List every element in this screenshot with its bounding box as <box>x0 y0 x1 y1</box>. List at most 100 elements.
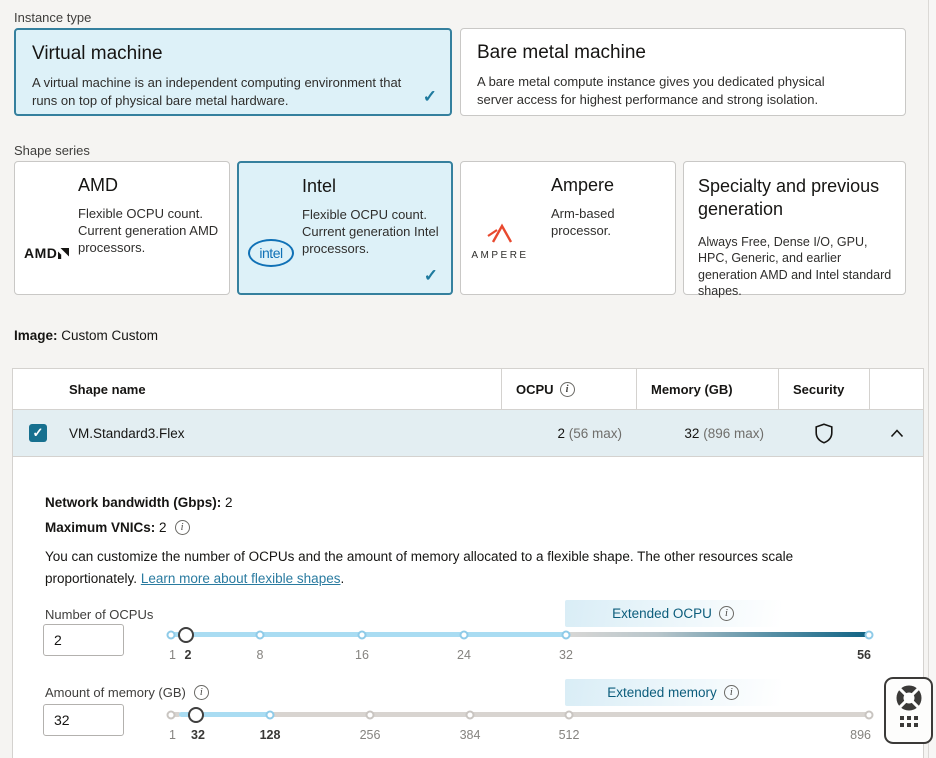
card-title: Virtual machine <box>32 43 163 64</box>
selected-check-icon: ✓ <box>423 266 438 285</box>
intel-logo-icon: intel <box>248 239 294 267</box>
memory-value: 32 <box>684 425 700 441</box>
ocpu-count-input[interactable] <box>43 624 124 656</box>
ocpu-info-icon[interactable]: i <box>559 381 575 397</box>
card-shape-specialty[interactable]: Specialty and previous generation Always… <box>683 161 906 298</box>
selected-check-icon: ✓ <box>422 87 437 106</box>
tick-label: 24 <box>457 648 471 662</box>
network-bandwidth-label: Network bandwidth (Gbps): <box>45 495 222 510</box>
column-label: Shape name <box>69 381 146 397</box>
tick-label: 32 <box>559 648 573 662</box>
tick-label: 2 <box>184 648 192 662</box>
row-checkbox[interactable]: ✓ <box>29 424 47 442</box>
right-panel-divider <box>928 0 929 758</box>
shield-icon[interactable] <box>815 422 833 444</box>
card-description: A virtual machine is an independent comp… <box>32 75 402 108</box>
tick-label: 32 <box>191 728 205 742</box>
memory-slider[interactable]: 1 32 128 256 384 512 896 <box>166 704 874 746</box>
drag-handle-dots-icon[interactable] <box>899 716 918 727</box>
memory-slider-track-min[interactable] <box>171 712 181 717</box>
chevron-up-icon[interactable] <box>890 428 904 438</box>
tick-label: 896 <box>850 728 871 742</box>
column-header-security: Security <box>778 369 870 409</box>
memory-slider-track-standard[interactable] <box>179 712 270 717</box>
shape-series-label: Shape series <box>14 143 90 158</box>
ocpu-slider-handle[interactable] <box>178 626 194 643</box>
help-widget-button[interactable] <box>884 677 933 744</box>
ampere-a-icon <box>487 223 513 243</box>
table-header-row: Shape name OCPU i Memory (GB) Security <box>13 369 923 409</box>
row-checkbox-cell: ✓ <box>13 424 69 442</box>
card-title: Ampere <box>551 175 615 195</box>
extended-memory-text: Extended memory <box>607 685 717 700</box>
card-virtual-machine[interactable]: Virtual machine A virtual machine is an … <box>14 28 452 116</box>
description-text: You can customize the number of OCPUs an… <box>45 549 794 586</box>
card-title: AMD <box>78 175 118 195</box>
card-shape-ampere[interactable]: Ampere AMPERE Arm-based processor. <box>460 161 676 295</box>
tick-label: 384 <box>459 728 481 742</box>
ocpu-max: (56 max) <box>568 425 622 441</box>
slider-tick <box>864 710 874 719</box>
extended-memory-info-icon[interactable]: i <box>723 685 739 700</box>
slider-tick <box>459 630 469 639</box>
ocpu-value: 2 <box>557 425 565 441</box>
ocpu-slider-track-extended[interactable] <box>566 632 869 637</box>
max-vnics-label: Maximum VNICs: <box>45 520 156 535</box>
expand-cell <box>870 428 923 438</box>
card-shape-amd[interactable]: AMD AMD Flexible OCPU count. Current gen… <box>14 161 230 295</box>
card-bare-metal-machine[interactable]: Bare metal machine A bare metal compute … <box>460 28 906 116</box>
extended-ocpu-info-icon[interactable]: i <box>718 606 734 621</box>
card-title: Intel <box>302 176 337 196</box>
memory-amount-input[interactable] <box>43 704 124 736</box>
column-label: Security <box>793 381 845 397</box>
tick-label: 56 <box>857 648 871 662</box>
slider-tick <box>465 710 475 719</box>
image-value: Custom Custom <box>61 328 159 343</box>
card-description: Flexible OCPU count. Current generation … <box>78 206 219 255</box>
card-title: Specialty and previous generation <box>698 176 880 219</box>
ocpu-slider[interactable]: 1 2 8 16 24 32 56 <box>166 624 874 666</box>
ocpu-cell: 2 (56 max) <box>501 426 636 441</box>
slider-tick <box>357 630 367 639</box>
column-header-ocpu: OCPU i <box>501 369 636 409</box>
amd-arrow-icon <box>58 247 70 259</box>
memory-info-icon[interactable]: i <box>193 685 209 700</box>
memory-slider-handle[interactable] <box>188 706 204 723</box>
column-header-memory: Memory (GB) <box>636 369 778 409</box>
ocpu-count-label: Number of OCPUs <box>45 607 153 622</box>
memory-amount-label: Amount of memory (GB) i <box>45 685 209 700</box>
card-shape-intel[interactable]: Intel intel Flexible OCPU count. Current… <box>237 161 453 295</box>
memory-max: (896 max) <box>703 425 764 441</box>
slider-tick <box>265 710 275 719</box>
card-title: Bare metal machine <box>477 42 646 63</box>
column-label: OCPU <box>516 381 554 397</box>
slider-tick <box>166 630 176 639</box>
slider-tick <box>564 710 574 719</box>
network-bandwidth-line: Network bandwidth (Gbps): 2 <box>45 495 233 510</box>
column-header-shape-name: Shape name <box>13 369 501 409</box>
instance-type-label: Instance type <box>14 10 92 25</box>
field-label-text: Amount of memory (GB) <box>45 685 186 700</box>
card-description: Always Free, Dense I/O, GPU, HPC, Generi… <box>698 235 892 298</box>
shape-table: Shape name OCPU i Memory (GB) Security ✓… <box>12 368 924 758</box>
field-label-text: Number of OCPUs <box>45 607 154 622</box>
tick-label: 1 <box>169 728 176 742</box>
ocpu-slider-track-standard[interactable] <box>171 632 566 637</box>
shape-name-cell: VM.Standard3.Flex <box>69 426 501 441</box>
memory-cell: 32 (896 max) <box>636 426 778 441</box>
slider-tick <box>864 630 874 639</box>
amd-logo-icon: AMD <box>24 245 70 261</box>
slider-tick <box>255 630 265 639</box>
column-label: Memory (GB) <box>651 381 733 397</box>
tick-label: 16 <box>355 648 369 662</box>
tick-label: 8 <box>256 648 264 662</box>
ampere-logo-text: AMPERE <box>471 250 529 261</box>
tick-label: 128 <box>259 728 281 742</box>
table-row-vm-standard3-flex[interactable]: ✓ VM.Standard3.Flex 2 (56 max) 32 (896 m… <box>13 409 923 457</box>
vnics-info-icon[interactable]: i <box>174 520 190 535</box>
learn-more-link[interactable]: Learn more about flexible shapes <box>140 571 341 586</box>
tick-label: 512 <box>558 728 580 742</box>
link-suffix: . <box>340 571 345 586</box>
extended-ocpu-label: Extended OCPU i <box>565 600 781 627</box>
tick-label: 1 <box>169 648 176 662</box>
